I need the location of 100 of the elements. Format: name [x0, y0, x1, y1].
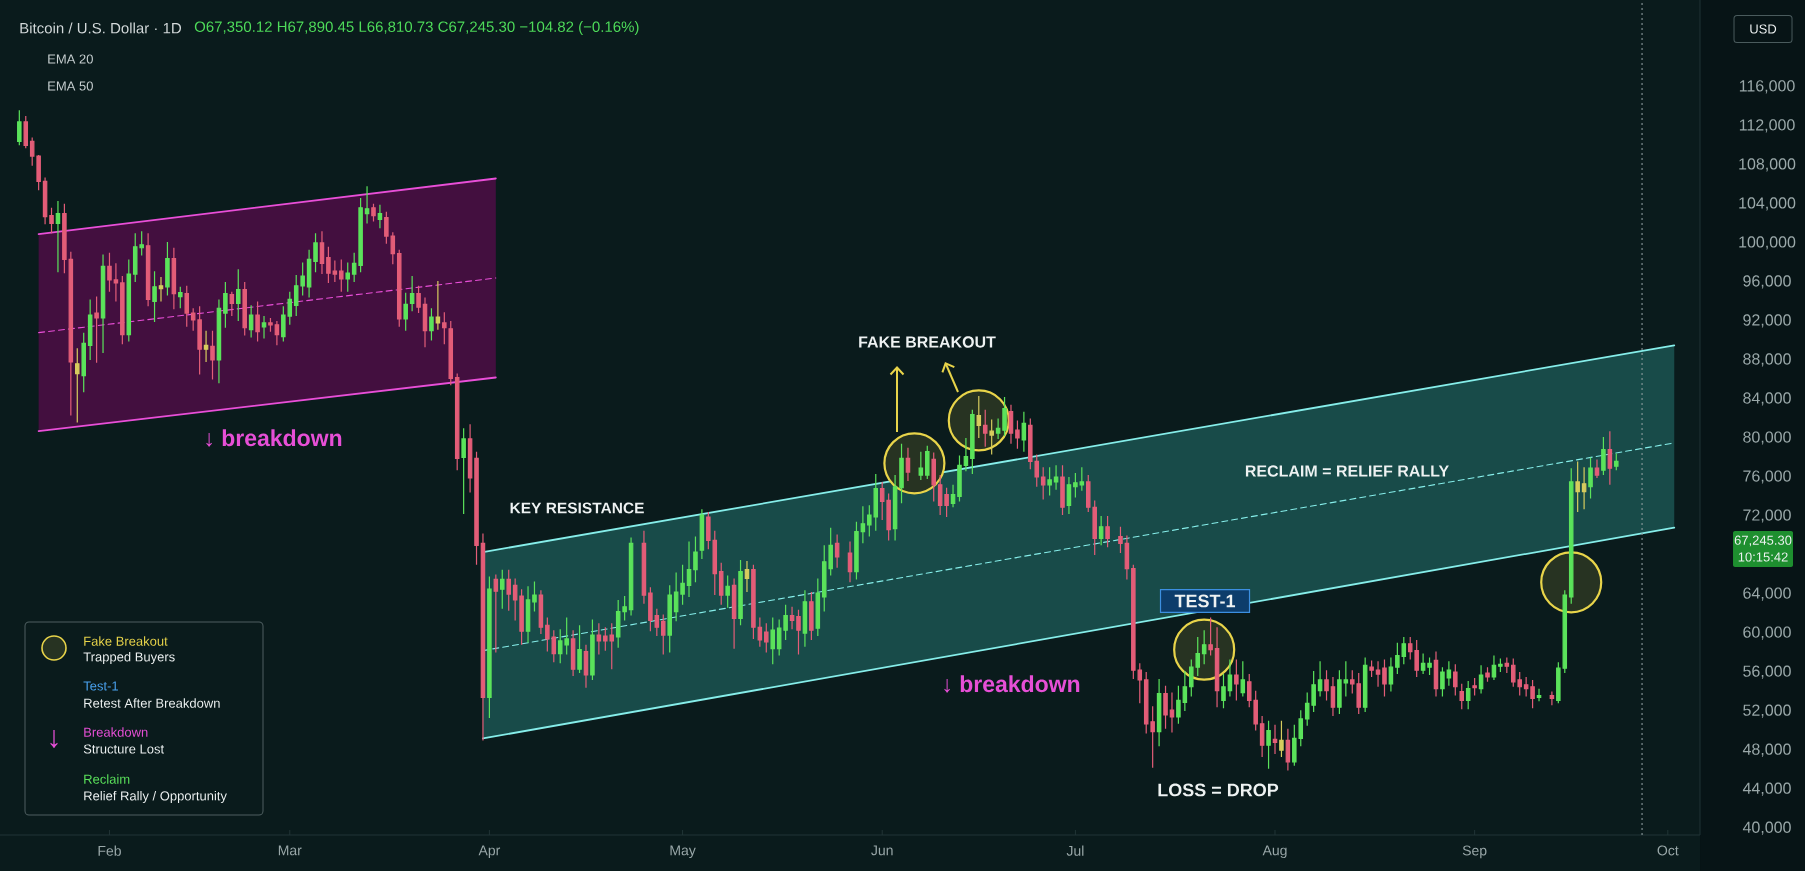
candlestick — [409, 275, 415, 312]
annotation: ↓ breakdown — [944, 675, 1080, 693]
annotation: RECLAIM = RELIEF RALLY — [1245, 465, 1449, 477]
candlestick — [854, 521, 859, 581]
candlestick — [506, 569, 511, 612]
candlestick — [905, 447, 911, 482]
candlestick — [1459, 683, 1465, 710]
candlestick — [1369, 659, 1374, 678]
candlestick — [448, 320, 454, 386]
candlestick — [1588, 456, 1593, 500]
annotation: ↓ — [50, 730, 58, 748]
candlestick — [1491, 654, 1497, 681]
candlestick — [648, 586, 653, 632]
annotation: Test-1 — [83, 681, 118, 691]
candlestick — [796, 609, 801, 656]
candlestick — [995, 417, 1001, 440]
annotation: Trapped Buyers — [83, 651, 175, 665]
candlestick — [718, 562, 724, 606]
candlestick — [1169, 691, 1175, 734]
candlestick — [332, 259, 338, 283]
candlestick — [454, 373, 460, 471]
candlestick — [783, 604, 788, 641]
text: O67,350.12 H67,890.45 L66,810.73 C67,245.30 −104.82 (−0.16%) — [194, 21, 639, 35]
candlestick — [989, 418, 994, 456]
annotation: FAKE BREAKOUT — [859, 336, 996, 348]
annotation: TEST-1 — [1174, 594, 1236, 608]
candlestick — [1420, 652, 1426, 675]
candlestick — [493, 573, 499, 654]
candlestick — [467, 423, 473, 494]
candlestick — [1446, 660, 1452, 687]
candlestick — [1208, 616, 1213, 657]
candlestick — [1498, 657, 1503, 673]
candlestick — [744, 560, 750, 593]
candlestick — [1176, 685, 1181, 725]
candlestick — [1317, 660, 1323, 698]
candlestick — [577, 624, 582, 674]
y-tick-label: 72,000 — [1743, 509, 1791, 523]
candlestick — [1066, 476, 1072, 515]
candlestick — [532, 580, 537, 613]
candlestick — [1388, 656, 1394, 693]
y-tick-label: 96,000 — [1743, 275, 1791, 289]
candlestick — [809, 591, 814, 641]
candlestick — [1163, 685, 1168, 730]
candlestick — [1523, 676, 1529, 698]
y-tick-label: 76,000 — [1743, 470, 1791, 484]
candlestick — [1594, 458, 1600, 479]
candlestick — [1330, 676, 1336, 717]
x-tick-label: Mar — [278, 845, 302, 856]
x-tick-label: Apr — [478, 845, 501, 859]
candlestick — [1214, 626, 1220, 708]
candlestick — [1182, 670, 1188, 712]
candlestick — [1105, 515, 1110, 548]
candlestick — [1272, 724, 1278, 755]
candlestick — [1485, 666, 1490, 683]
candlestick — [976, 395, 982, 439]
candlestick — [1504, 656, 1510, 674]
candlestick — [371, 203, 376, 223]
candlestick — [1221, 673, 1226, 709]
candlestick — [751, 564, 756, 640]
annotation: LOSS = DROP — [1158, 783, 1279, 797]
candlestick — [899, 443, 904, 504]
candlestick — [326, 246, 331, 284]
candlestick — [500, 569, 505, 610]
candlestick — [699, 508, 705, 560]
annotation: Breakdown — [84, 727, 148, 737]
candlestick — [1581, 466, 1587, 510]
candlestick — [834, 533, 840, 569]
annotation: Reclaim — [84, 774, 130, 784]
candlestick — [1234, 658, 1239, 701]
candlestick — [892, 474, 898, 542]
annotation: Relief Rally / Opportunity — [84, 790, 227, 804]
x-tick-label: Jun — [871, 845, 893, 856]
candlestick — [487, 575, 492, 719]
candlestick — [1060, 464, 1065, 516]
candlestick — [1002, 396, 1007, 437]
candlestick — [345, 261, 350, 293]
y-tick-label: 88,000 — [1743, 353, 1791, 367]
candlestick — [364, 185, 370, 224]
text: 67,245.30 — [1734, 535, 1792, 547]
y-tick-label: 108,000 — [1739, 158, 1796, 172]
candlestick — [429, 307, 434, 342]
candlestick — [461, 427, 466, 515]
text: Bitcoin / U.S. Dollar · 1D — [20, 22, 182, 34]
candlestick — [1549, 691, 1555, 706]
candlestick — [435, 280, 441, 331]
candlestick — [1053, 464, 1059, 491]
candlestick — [1472, 677, 1477, 697]
candlestick — [1259, 715, 1265, 758]
candlestick — [590, 618, 595, 681]
y-tick-label: 60,000 — [1743, 626, 1791, 640]
candlestick — [1575, 460, 1580, 513]
candlestick — [306, 249, 312, 299]
candlestick — [1040, 466, 1046, 501]
y-tick-label: 64,000 — [1743, 587, 1791, 601]
candlestick — [1047, 466, 1052, 497]
candlestick — [1465, 680, 1471, 710]
candlestick — [319, 230, 325, 275]
x-tick-label: May — [670, 845, 696, 859]
candlestick — [757, 616, 763, 648]
candlestick — [738, 559, 743, 626]
